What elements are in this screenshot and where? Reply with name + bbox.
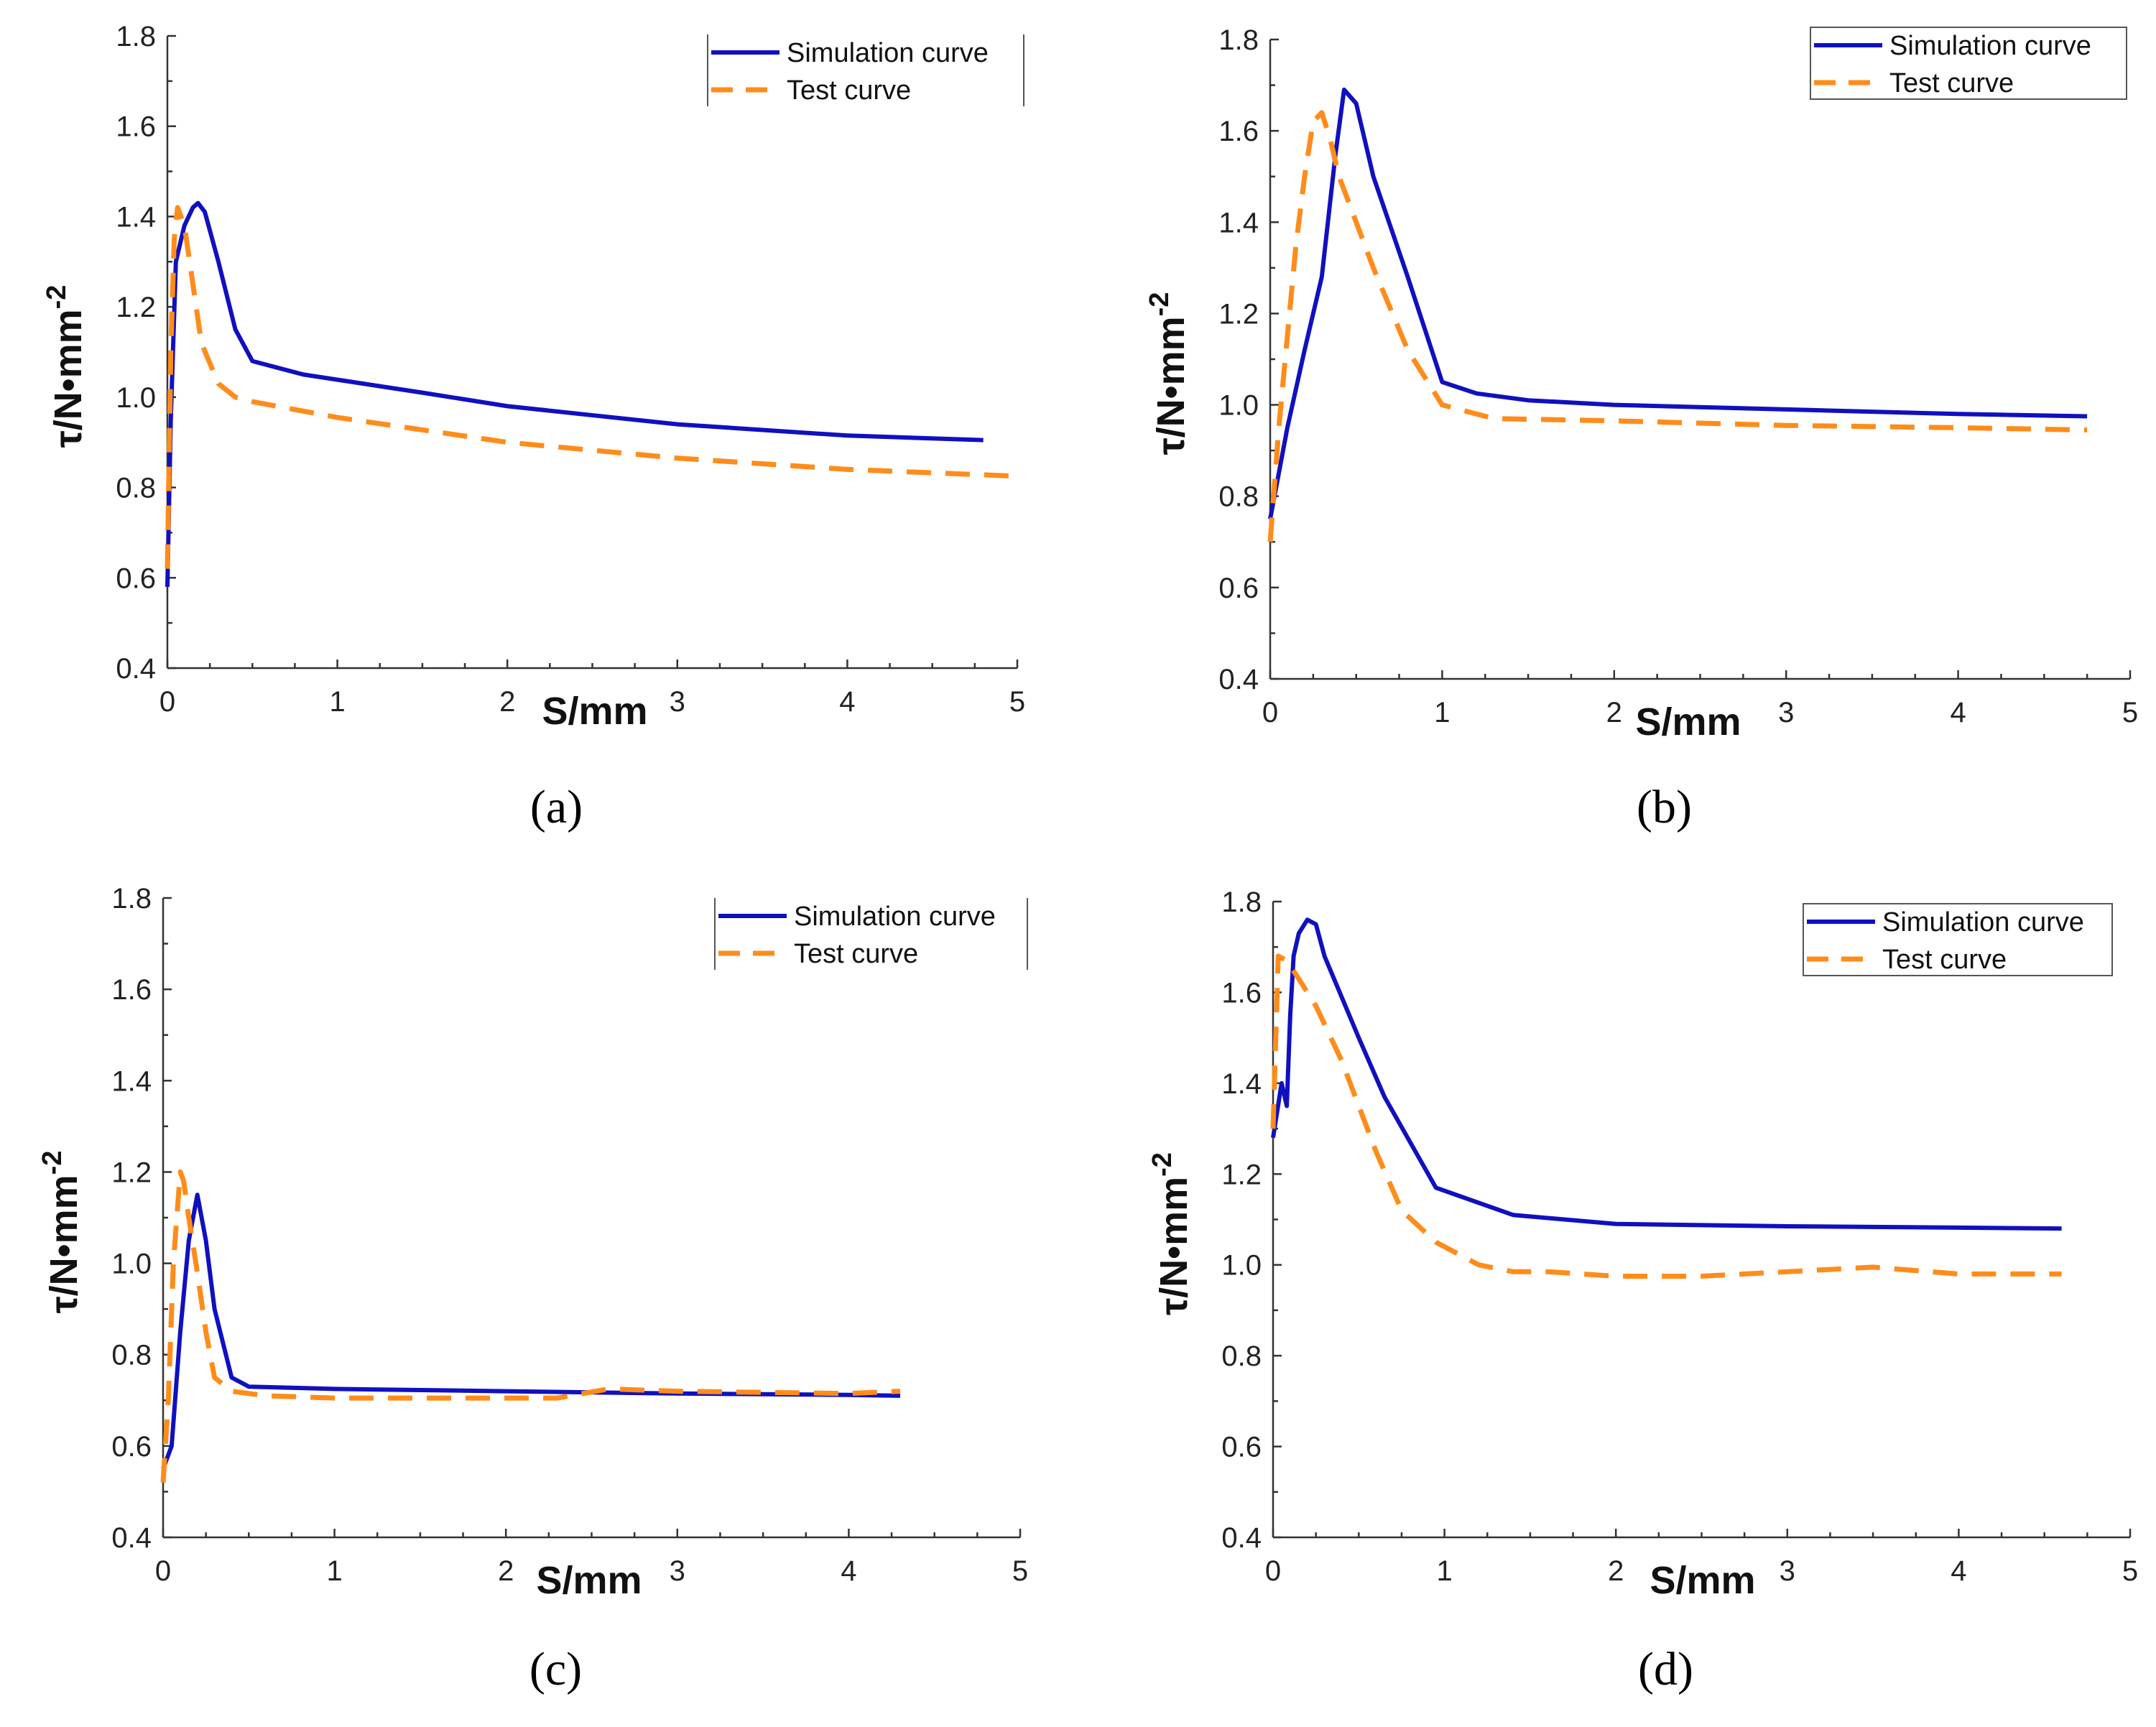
y-tick-label: 0.8: [116, 473, 156, 504]
y-tick-label: 0.8: [1221, 1341, 1262, 1372]
y-tick-label: 0.8: [1218, 481, 1259, 513]
y-axis-title: τ/N•mm-2: [1147, 1152, 1195, 1315]
y-axis-title-superscript: -2: [1147, 1152, 1178, 1177]
y-tick-label: 0.4: [1221, 1522, 1262, 1554]
y-tick-label: 0.4: [116, 653, 156, 685]
y-axis-title-main: τ/N•mm: [42, 1175, 85, 1313]
y-axis-title: τ/N•mm-2: [1144, 292, 1193, 455]
y-axis-title: τ/N•mm-2: [42, 285, 90, 448]
chart-panel-c: 0.4 0.6 0.8 1.0 1.2 1.4 1.6 1.8 0 1 2 3 4 5 S/mm τ/N•mm…: [37, 883, 1028, 1695]
x-axis-title: S/mm: [536, 1559, 642, 1602]
y-tick-label: 0.6: [1221, 1432, 1262, 1463]
chart-panel-d: 0.4 0.6 0.8 1.0 1.2 1.4 1.6 1.8 0 1 2 3 4 5 S/mm τ/N•mm…: [1147, 886, 2138, 1695]
y-tick-label: 1.0: [1221, 1250, 1262, 1282]
y-tick-label: 1.4: [116, 201, 156, 233]
y-tick-label: 1.4: [111, 1065, 152, 1097]
legend-label-test: Test curve: [1889, 68, 2014, 98]
x-tick-label: 5: [2122, 697, 2138, 728]
legend-label-simulation: Simulation curve: [1889, 31, 2091, 61]
y-tick-label: 0.4: [1218, 664, 1259, 695]
x-axis-title: S/mm: [542, 690, 647, 733]
x-tick-label: 1: [1434, 697, 1450, 728]
x-tick-label: 4: [1950, 697, 1966, 728]
x-tick-label: 0: [159, 686, 175, 718]
legend-label-test: Test curve: [794, 939, 918, 969]
y-tick-label: 1.6: [1218, 116, 1259, 147]
y-axis-title-superscript: -2: [37, 1151, 68, 1175]
x-tick-label: 0: [1262, 697, 1278, 728]
y-tick-label: 0.4: [111, 1522, 152, 1554]
legend-box: [1803, 903, 2113, 976]
chart-panel-b: 0.4 0.6 0.8 1.0 1.2 1.4 1.6 1.8 0 1 2 3 4 5 S/mm τ/N•mm…: [1144, 24, 2138, 833]
y-tick-label: 0.6: [116, 562, 156, 594]
simulation-curve-line: [161, 1193, 901, 1470]
x-axis-title: S/mm: [1635, 700, 1741, 744]
y-tick-label: 1.2: [1218, 298, 1259, 330]
y-tick-label: 1.6: [111, 974, 152, 1006]
x-tick-label: 2: [1606, 697, 1622, 728]
y-tick-label: 0.6: [1218, 573, 1259, 604]
panel-label: (c): [529, 1643, 582, 1695]
y-tick-label: 1.8: [1221, 886, 1262, 918]
x-tick-label: 1: [1436, 1555, 1452, 1587]
y-axis-title-main: τ/N•mm: [1152, 1177, 1195, 1315]
x-tick-label: 1: [329, 686, 345, 718]
y-axis-title-main: τ/N•mm: [47, 309, 90, 448]
y-tick-label: 1.2: [116, 292, 156, 323]
y-tick-label: 1.4: [1218, 207, 1259, 239]
simulation-curve-line: [1268, 87, 2088, 520]
x-tick-label: 5: [2122, 1555, 2138, 1587]
panel-label: (b): [1637, 781, 1692, 833]
x-tick-label: 4: [841, 1555, 856, 1587]
x-tick-label: 5: [1009, 686, 1025, 718]
test-curve-line: [1270, 953, 2062, 1279]
test-curve-line: [165, 205, 1018, 569]
test-curve-line: [1267, 110, 2088, 542]
simulation-curve-line: [1271, 917, 2062, 1231]
legend-label-simulation: Simulation curve: [1882, 907, 2084, 937]
y-tick-label: 1.0: [1218, 390, 1259, 422]
x-tick-label: 3: [670, 1555, 685, 1587]
x-tick-label: 3: [1780, 1555, 1795, 1587]
x-tick-label: 2: [498, 1555, 514, 1587]
x-tick-label: 2: [1608, 1555, 1624, 1587]
y-axis-title: τ/N•mm-2: [37, 1151, 85, 1314]
legend-label-simulation: Simulation curve: [794, 902, 996, 932]
y-axis-title-main: τ/N•mm: [1149, 316, 1193, 455]
panel-label: (a): [530, 781, 583, 833]
test-curve-line: [160, 1169, 901, 1483]
x-tick-label: 2: [499, 686, 515, 718]
x-tick-label: 0: [1265, 1555, 1281, 1587]
x-tick-label: 4: [1951, 1555, 1966, 1587]
y-tick-label: 1.8: [116, 21, 156, 52]
y-tick-label: 1.0: [116, 382, 156, 414]
legend-label-simulation: Simulation curve: [787, 38, 989, 68]
legend-label-test: Test curve: [1882, 945, 2007, 975]
y-tick-label: 1.6: [1221, 977, 1262, 1009]
chart-panel-a: 0.4 0.6 0.8 1.0 1.2 1.4 1.6 1.8 0 1 2 3 4 5 S/mm τ/N•mm…: [42, 21, 1025, 833]
x-tick-label: 3: [1778, 697, 1794, 728]
y-axis-title-superscript: -2: [42, 285, 72, 310]
x-tick-label: 5: [1012, 1555, 1028, 1587]
y-tick-label: 1.4: [1221, 1068, 1262, 1100]
y-tick-label: 1.8: [111, 883, 152, 915]
y-tick-label: 1.8: [1218, 24, 1259, 56]
x-axis-title: S/mm: [1650, 1559, 1755, 1602]
y-tick-label: 1.0: [111, 1249, 152, 1280]
y-tick-label: 1.6: [116, 111, 156, 143]
x-tick-label: 1: [326, 1555, 342, 1587]
legend-box: [1810, 27, 2127, 100]
y-axis-title-superscript: -2: [1144, 292, 1175, 317]
simulation-curve-line: [165, 200, 984, 587]
legend-label-test: Test curve: [787, 75, 911, 106]
y-tick-label: 0.8: [111, 1340, 152, 1371]
y-tick-label: 1.2: [1221, 1159, 1262, 1190]
y-tick-label: 1.2: [111, 1157, 152, 1188]
panel-label: (d): [1638, 1643, 1693, 1695]
x-tick-label: 4: [839, 686, 855, 718]
x-tick-label: 3: [670, 686, 685, 718]
x-tick-label: 0: [155, 1555, 171, 1587]
y-tick-label: 0.6: [111, 1431, 152, 1463]
